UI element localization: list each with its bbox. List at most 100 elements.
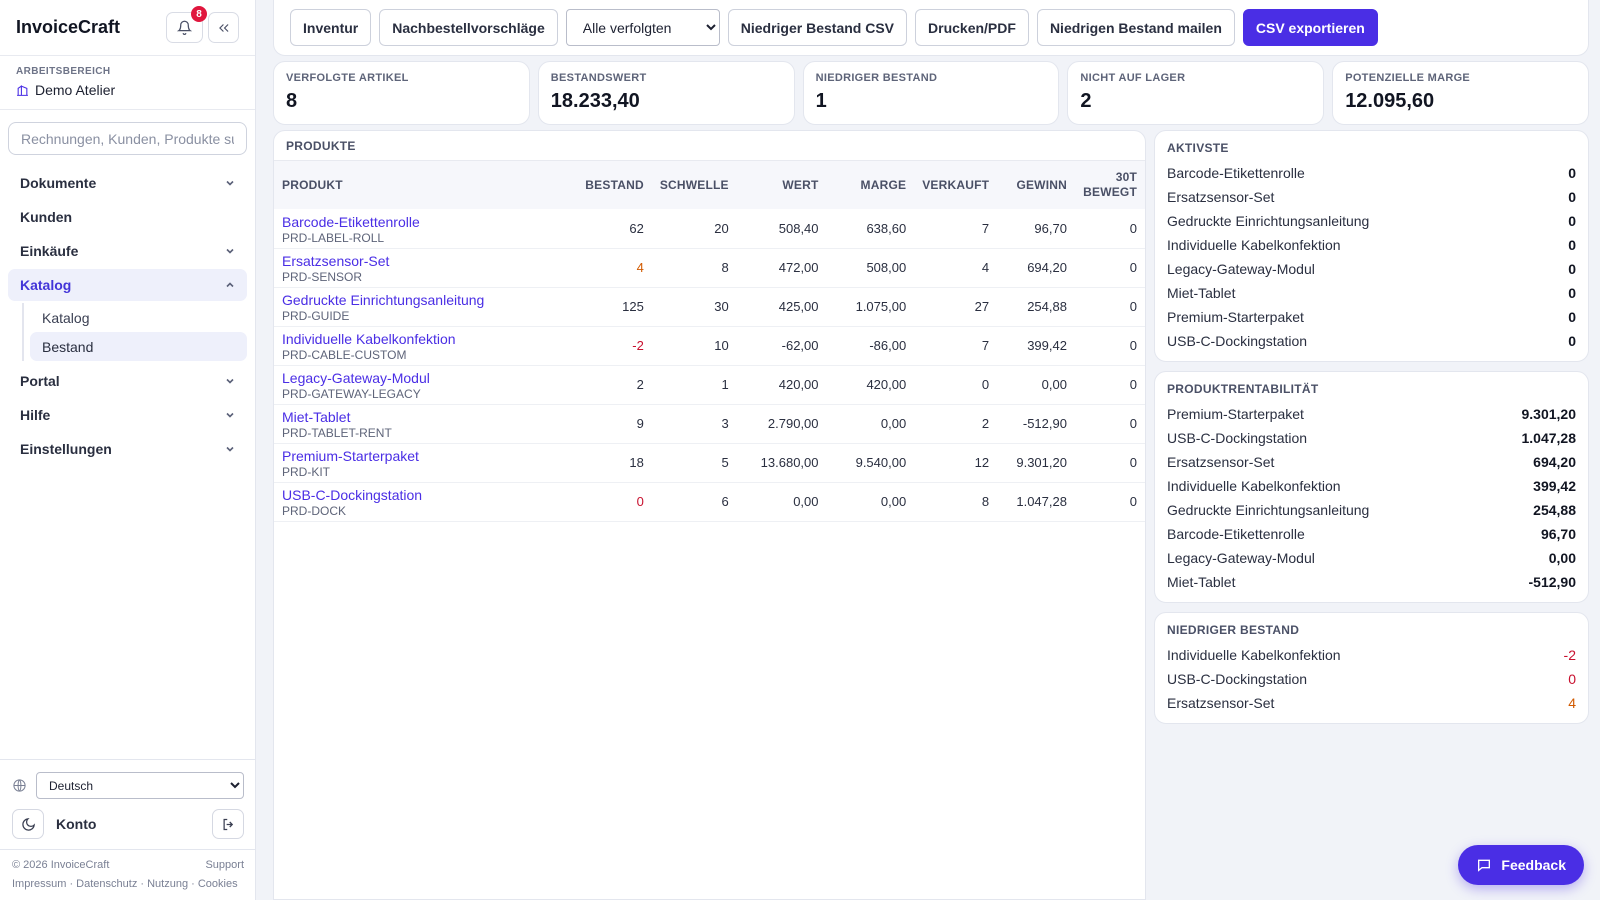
list-item[interactable]: Individuelle Kabelkonfektion -2	[1167, 643, 1576, 667]
nav-einkaeufe[interactable]: Einkäufe	[8, 235, 247, 267]
list-item-name: Ersatzsensor-Set	[1167, 695, 1275, 711]
legal-links[interactable]: Impressum · Datenschutz · Nutzung · Cook…	[12, 878, 238, 890]
tracking-filter-select[interactable]: Alle verfolgten	[565, 9, 720, 46]
table-row[interactable]: Miet-Tablet PRD-TABLET-RENT 9 3 2.790,00 0,00…	[274, 404, 1145, 444]
app-logo[interactable]: InvoiceCraft	[16, 17, 121, 37]
list-item[interactable]: Miet-Tablet -512,90	[1167, 570, 1576, 594]
list-item[interactable]: Miet-Tablet 0	[1167, 281, 1576, 305]
col-sold[interactable]: VERKAUFT	[914, 161, 998, 209]
product-name-link[interactable]: Ersatzsensor-Set	[282, 253, 390, 269]
reorder-suggestions-button[interactable]: Nachbestellvorschläge	[379, 9, 558, 46]
nav-hilfe[interactable]: Hilfe	[8, 399, 247, 431]
print-pdf-button[interactable]: Drucken/PDF	[915, 9, 1029, 46]
workspace-switcher[interactable]: ARBEITSBEREICH Demo Atelier	[0, 56, 255, 110]
list-item-name: Legacy-Gateway-Modul	[1167, 261, 1315, 277]
value-cell: 508,40	[736, 209, 827, 249]
nav-kunden[interactable]: Kunden	[8, 201, 247, 233]
list-item[interactable]: Legacy-Gateway-Modul 0,00	[1167, 546, 1576, 570]
table-row[interactable]: Barcode-Etikettenrolle PRD-LABEL-ROLL 62 20…	[274, 209, 1145, 249]
list-item[interactable]: Premium-Starterpaket 9.301,20	[1167, 402, 1576, 426]
search-input[interactable]	[21, 130, 234, 147]
low-stock-csv-button[interactable]: Niedriger Bestand CSV	[727, 9, 908, 46]
list-item[interactable]: Ersatzsensor-Set 4	[1167, 691, 1576, 715]
col-product[interactable]: PRODUKT	[274, 161, 572, 209]
table-row[interactable]: USB-C-Dockingstation PRD-DOCK 0 6 0,00 0,00 8 1…	[274, 482, 1145, 522]
list-item-value: 0	[1568, 285, 1576, 301]
product-name-link[interactable]: Premium-Starterpaket	[282, 448, 419, 464]
theme-toggle-button[interactable]	[12, 809, 44, 839]
account-link[interactable]: Konto	[56, 816, 97, 832]
list-item-name: Premium-Starterpaket	[1167, 309, 1304, 325]
list-item[interactable]: Ersatzsensor-Set 0	[1167, 185, 1576, 209]
col-threshold[interactable]: SCHWELLE	[651, 161, 737, 209]
product-name-link[interactable]: USB-C-Dockingstation	[282, 487, 423, 503]
language-select[interactable]: Deutsch	[36, 772, 244, 799]
product-name-link[interactable]: Gedruckte Einrichtungsanleitung	[282, 292, 485, 308]
product-sku: PRD-LABEL-ROLL	[282, 230, 385, 245]
list-item[interactable]: Premium-Starterpaket 0	[1167, 305, 1576, 329]
chevron-down-icon	[226, 446, 234, 452]
list-item[interactable]: USB-C-Dockingstation 0	[1167, 667, 1576, 691]
nav-katalog[interactable]: Katalog	[8, 269, 247, 301]
profit-cell: 0,00	[997, 365, 1075, 405]
list-item[interactable]: Ersatzsensor-Set 694,20	[1167, 450, 1576, 474]
support-link[interactable]: Support	[205, 859, 244, 871]
list-item-name: Ersatzsensor-Set	[1167, 454, 1275, 470]
list-item[interactable]: USB-C-Dockingstation 0	[1167, 329, 1576, 353]
col-margin[interactable]: MARGE	[826, 161, 915, 209]
table-row[interactable]: Individuelle Kabelkonfektion PRD-CABLE-CU…	[274, 326, 1145, 366]
col-stock[interactable]: BESTAND	[571, 161, 652, 209]
nav-dokumente[interactable]: Dokumente	[8, 167, 247, 199]
nav-portal[interactable]: Portal	[8, 365, 247, 397]
margin-cell: -86,00	[826, 326, 915, 366]
col-profit[interactable]: GEWINN	[997, 161, 1075, 209]
list-item[interactable]: Individuelle Kabelkonfektion 399,42	[1167, 474, 1576, 498]
list-item[interactable]: Gedruckte Einrichtungsanleitung 0	[1167, 209, 1576, 233]
list-item[interactable]: Barcode-Etikettenrolle 0	[1167, 161, 1576, 185]
product-name-link[interactable]: Miet-Tablet	[282, 409, 351, 425]
kpi-value: 12.095,60	[1345, 90, 1435, 112]
list-item-value: 694,20	[1533, 454, 1576, 470]
feedback-button[interactable]: Feedback	[1458, 845, 1584, 885]
mail-low-stock-button[interactable]: Niedrigen Bestand mailen	[1036, 9, 1235, 46]
threshold-cell: 30	[651, 287, 737, 327]
sold-cell: 27	[914, 287, 998, 327]
table-row[interactable]: Premium-Starterpaket PRD-KIT 18 5 13.680,00 9…	[274, 443, 1145, 483]
list-item[interactable]: Legacy-Gateway-Modul 0	[1167, 257, 1576, 281]
col-value[interactable]: WERT	[736, 161, 827, 209]
kpi-label: NIEDRIGER BESTAND	[815, 72, 938, 84]
table-row[interactable]: Gedruckte Einrichtungsanleitung PRD-GUIDE…	[274, 287, 1145, 327]
table-row[interactable]: Legacy-Gateway-Modul PRD-GATEWAY-LEGACY 2 1…	[274, 365, 1145, 405]
inventur-button[interactable]: Inventur	[290, 9, 372, 46]
list-item[interactable]: Individuelle Kabelkonfektion 0	[1167, 233, 1576, 257]
moved-cell: 0	[1074, 287, 1145, 327]
profit-cell: 254,88	[997, 287, 1075, 327]
collapse-sidebar-button[interactable]	[208, 12, 239, 43]
list-item[interactable]: USB-C-Dockingstation 1.047,28	[1167, 426, 1576, 450]
global-search[interactable]	[8, 122, 247, 155]
subnav-bestand[interactable]: Bestand	[30, 332, 247, 361]
low-stock-title: NIEDRIGER BESTAND	[1167, 623, 1300, 637]
col-moved-30d[interactable]: 30T BEWEGT	[1074, 161, 1145, 209]
list-item[interactable]: Gedruckte Einrichtungsanleitung 254,88	[1167, 498, 1576, 522]
list-item-value: 0	[1568, 309, 1576, 325]
product-name-link[interactable]: Barcode-Etikettenrolle	[282, 213, 420, 230]
product-name-link[interactable]: Individuelle Kabelkonfektion	[282, 331, 456, 347]
nav-einstellungen[interactable]: Einstellungen	[8, 433, 247, 465]
logout-button[interactable]	[212, 809, 244, 839]
profitability-title: PRODUKTRENTABILITÄT	[1167, 382, 1319, 396]
list-item-name: USB-C-Dockingstation	[1167, 333, 1308, 349]
subnav-katalog[interactable]: Katalog	[42, 309, 90, 326]
table-row[interactable]: Ersatzsensor-Set PRD-SENSOR 4 8 472,00 508,00…	[274, 248, 1145, 288]
export-csv-button[interactable]: CSV exportieren	[1242, 9, 1378, 46]
list-item[interactable]: Barcode-Etikettenrolle 96,70	[1167, 522, 1576, 546]
profitability-list: Premium-Starterpaket 9.301,20 USB-C-Dockin…	[1167, 402, 1576, 594]
stock-cell: 0	[571, 482, 652, 522]
list-item-name: Miet-Tablet	[1167, 285, 1236, 301]
main-nav: Dokumente Kunden Einkäufe Katalog Katalo…	[0, 163, 255, 471]
kpi-row: VERFOLGTE ARTIKEL 8 BESTANDSWERT 18.233,…	[273, 61, 1589, 125]
list-item-name: Individuelle Kabelkonfektion	[1167, 647, 1341, 663]
product-name-link[interactable]: Legacy-Gateway-Modul	[282, 370, 430, 386]
notifications-button[interactable]: 8	[166, 6, 207, 43]
moon-icon	[21, 817, 35, 831]
